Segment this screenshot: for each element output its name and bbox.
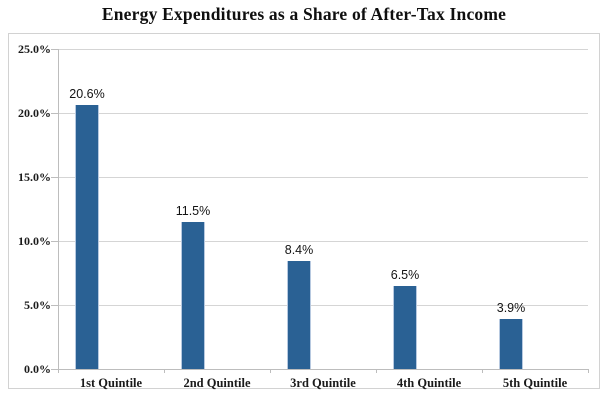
bar xyxy=(181,222,205,369)
gridline xyxy=(58,240,588,242)
gridline xyxy=(58,48,588,50)
x-axis-category-label: 1st Quintile xyxy=(79,376,143,390)
y-axis-tick-label: 25.0% xyxy=(18,42,51,56)
y-axis-tick xyxy=(51,240,58,242)
bar xyxy=(287,261,311,369)
bar xyxy=(393,286,417,369)
x-axis-tick xyxy=(269,369,271,373)
y-axis-tick-label: 15.0% xyxy=(18,170,51,184)
y-axis-tick xyxy=(51,48,58,50)
y-axis-tick xyxy=(51,304,58,306)
bar-value-label: 3.9% xyxy=(496,301,526,315)
y-axis-tick-label: 20.0% xyxy=(18,106,51,120)
plot-area: 25.0% 20.0% 15.0% 10.0% 5.0% 0.0% 20.6% 1st Qui… xyxy=(9,34,599,390)
x-axis-line xyxy=(58,368,588,370)
gridline xyxy=(58,112,588,114)
chart-title: Energy Expenditures as a Share of After-… xyxy=(101,4,507,24)
x-axis-tick xyxy=(587,369,589,373)
bar-value-label: 6.5% xyxy=(390,268,420,282)
y-axis-tick-label: 10.0% xyxy=(18,234,51,248)
y-axis-tick xyxy=(51,112,58,114)
y-axis-tick-label: 0.0% xyxy=(24,362,51,376)
y-axis-line xyxy=(57,49,59,369)
gridline xyxy=(58,304,588,306)
bar xyxy=(75,105,99,369)
x-axis-tick xyxy=(163,369,165,373)
x-axis-tick xyxy=(481,369,483,373)
gridline xyxy=(58,176,588,178)
x-axis-category-label: 4th Quintile xyxy=(396,376,462,390)
bar-value-label: 8.4% xyxy=(284,243,314,257)
chart-frame: 25.0% 20.0% 15.0% 10.0% 5.0% 0.0% 20.6% 1st Qui… xyxy=(8,33,600,390)
bar-value-label: 11.5% xyxy=(175,204,211,218)
x-axis-tick xyxy=(375,369,377,373)
bar xyxy=(499,319,523,369)
x-axis-tick xyxy=(57,369,59,373)
y-axis-tick xyxy=(51,368,58,370)
bar-value-label: 20.6% xyxy=(69,87,105,101)
y-axis-tick-label: 5.0% xyxy=(24,298,51,312)
x-axis-category-label: 5th Quintile xyxy=(502,376,568,390)
x-axis-category-label: 3rd Quintile xyxy=(290,376,356,390)
x-axis-category-label: 2nd Quintile xyxy=(183,376,251,390)
y-axis-tick xyxy=(51,176,58,178)
